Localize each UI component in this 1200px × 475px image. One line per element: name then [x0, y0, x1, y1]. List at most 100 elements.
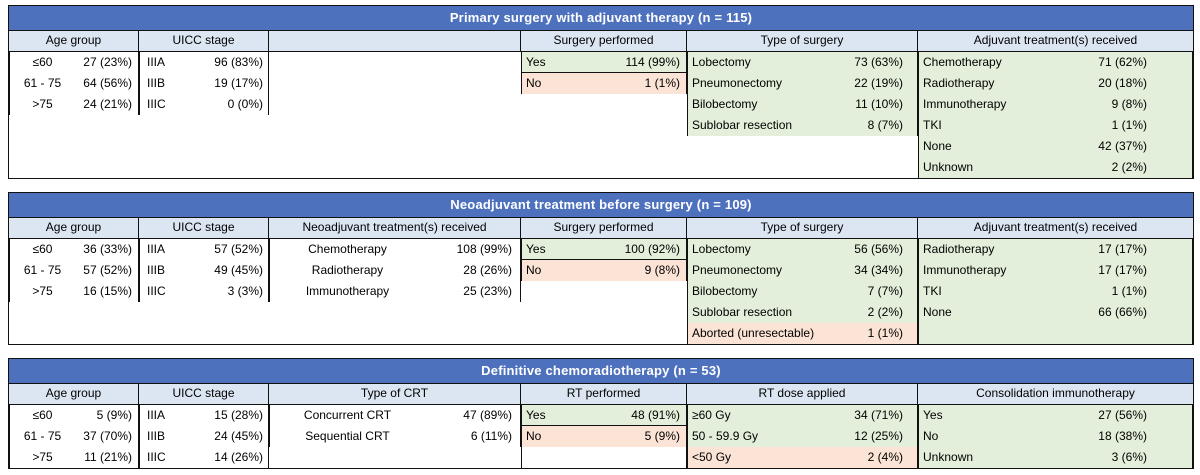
row-label: Immunotherapy: [923, 97, 1007, 111]
table-row: IIIA 96 (83%): [140, 52, 268, 73]
row-label: TKI: [923, 118, 942, 132]
row-value: 71 (62%): [1098, 55, 1147, 69]
row-label: TKI: [923, 284, 942, 298]
table-row: Lobectomy 73 (63%): [688, 52, 917, 73]
row-value: 57 (52%): [83, 263, 132, 277]
row-label: Aborted (unresectable): [692, 326, 815, 340]
panel-neoadjuvant: Neoadjuvant treatment before surgery (n …: [8, 192, 1194, 345]
row-label: Concurrent CRT: [303, 408, 392, 422]
table-row: Yes 48 (91%): [522, 405, 686, 426]
row-label: IIIA: [147, 242, 166, 256]
row-label: IIIB: [147, 76, 166, 90]
column-header-row: Age group UICC stage Surgery performed Type…: [9, 31, 1193, 52]
row-label: No: [923, 429, 939, 443]
row-value: 37 (70%): [83, 429, 132, 443]
table-block: Lobectomy 73 (63%) Pneumonectomy 22 (19%) Bi…: [687, 52, 918, 136]
table-row: 61 - 75 37 (70%): [10, 426, 138, 447]
table-row: >75 11 (21%): [10, 447, 138, 468]
row-label: IIIC: [147, 97, 166, 111]
table-row: IIIB 24 (45%): [140, 426, 268, 447]
row-value: 12 (25%): [854, 429, 903, 443]
table-row: Sublobar resection 8 (7%): [688, 115, 917, 136]
row-label: Chemotherapy: [308, 242, 387, 256]
table-row: Chemotherapy 71 (62%): [919, 52, 1192, 73]
row-value: 9 (8%): [644, 263, 680, 277]
row-value: 9 (8%): [1111, 97, 1147, 111]
row-value: 17 (17%): [1098, 263, 1147, 277]
row-value: 18 (38%): [1098, 429, 1147, 443]
row-label: 61 - 75: [23, 76, 62, 90]
column-header: RT dose applied: [687, 384, 918, 404]
row-label: >75: [32, 284, 53, 298]
row-label: IIIB: [147, 429, 166, 443]
row-value: 0 (0%): [227, 97, 263, 111]
table-row: Immunotherapy 25 (23%): [270, 281, 520, 302]
row-value: 20 (18%): [1098, 76, 1147, 90]
table-row: ≤60 5 (9%): [10, 405, 138, 426]
row-label: Radiotherapy: [923, 242, 995, 256]
table-row: ≤60 27 (23%): [10, 52, 138, 73]
table-row: TKI 1 (1%): [919, 115, 1192, 136]
row-value: 100 (92%): [624, 242, 680, 256]
row-label: Sequential CRT: [305, 429, 390, 443]
table-block: IIIA 15 (28%) IIIB 24 (45%) IIIC 14 (26%): [139, 405, 269, 468]
table-block: ≤60 27 (23%) 61 - 75 64 (56%) >75 24 (21%): [9, 52, 139, 115]
row-value: 7 (7%): [867, 284, 903, 298]
row-label: Yes: [526, 55, 546, 69]
table-row: No 1 (1%): [522, 73, 686, 94]
table-block: Yes 100 (92%) No 9 (8%): [521, 239, 687, 281]
row-label: Pneumonectomy: [692, 76, 783, 90]
table-block: ≥60 Gy 34 (71%) 50 - 59.9 Gy 12 (25%) <50 Gy…: [687, 405, 918, 468]
row-label: ≤60: [32, 55, 53, 69]
column-header: Type of surgery: [687, 31, 918, 51]
row-label: None: [923, 305, 952, 319]
table-row: Bilobectomy 7 (7%): [688, 281, 917, 302]
row-label: Lobectomy: [692, 242, 751, 256]
row-value: 42 (37%): [1098, 139, 1147, 153]
row-label: IIIC: [147, 450, 166, 464]
row-value: 48 (91%): [631, 408, 680, 422]
column-header: Surgery performed: [521, 218, 687, 238]
column-header-row: Age group UICC stage Neoadjuvant treatment…: [9, 218, 1193, 239]
table-row: Sublobar resection 2 (2%): [688, 302, 917, 323]
row-value: 1 (1%): [644, 76, 680, 90]
row-label: 61 - 75: [23, 429, 62, 443]
row-value: 25 (23%): [463, 284, 512, 298]
table-block: IIIA 57 (52%) IIIB 49 (45%) IIIC 3 (3%): [139, 239, 269, 302]
row-value: 36 (33%): [83, 242, 132, 256]
column-header: RT performed: [521, 384, 687, 404]
column-header: Type of CRT: [269, 384, 521, 404]
table-row: Lobectomy 56 (56%): [688, 239, 917, 260]
table-block: Yes 48 (91%) No 5 (9%): [521, 405, 687, 468]
row-label: ≥60 Gy: [692, 408, 731, 422]
column-header: UICC stage: [139, 218, 269, 238]
row-value: 17 (17%): [1098, 242, 1147, 256]
table-row: Radiotherapy 17 (17%): [919, 239, 1192, 260]
table-block: Lobectomy 56 (56%) Pneumonectomy 34 (34%) Bi…: [687, 239, 918, 344]
table-row: Sequential CRT 6 (11%): [270, 426, 520, 447]
table-block: Concurrent CRT 47 (89%) Sequential CRT 6 (1…: [269, 405, 521, 447]
table-block: IIIA 96 (83%) IIIB 19 (17%) IIIC 0 (0%): [139, 52, 269, 115]
table-row: Immunotherapy 9 (8%): [919, 94, 1192, 115]
column-header: Age group: [9, 218, 139, 238]
table-row: Pneumonectomy 34 (34%): [688, 260, 917, 281]
table-block: ≤60 36 (33%) 61 - 75 57 (52%) >75 16 (15%): [9, 239, 139, 302]
row-value: 11 (10%): [855, 97, 903, 111]
row-value: 73 (63%): [854, 55, 903, 69]
table-row: Radiotherapy 20 (18%): [919, 73, 1192, 94]
row-value: 34 (34%): [854, 263, 903, 277]
row-value: 27 (56%): [1098, 408, 1147, 422]
row-label: Yes: [526, 242, 546, 256]
table-block: Yes 27 (56%) No 18 (38%) Unknown 3 (6%): [918, 405, 1193, 468]
row-label: <50 Gy: [692, 450, 732, 464]
row-label: Radiotherapy: [923, 76, 995, 90]
table-filler-row: [522, 447, 686, 468]
row-value: 2 (4%): [867, 450, 903, 464]
row-label: Lobectomy: [692, 55, 751, 69]
column-header: Neoadjuvant treatment(s) received: [269, 218, 521, 238]
column-header: Consolidation immunotherapy: [976, 386, 1135, 400]
panel-title: Definitive chemoradiotherapy (n = 53): [9, 359, 1193, 384]
row-value: 28 (26%): [463, 263, 512, 277]
panel-primary-surgery: Primary surgery with adjuvant therapy (n…: [8, 5, 1194, 179]
